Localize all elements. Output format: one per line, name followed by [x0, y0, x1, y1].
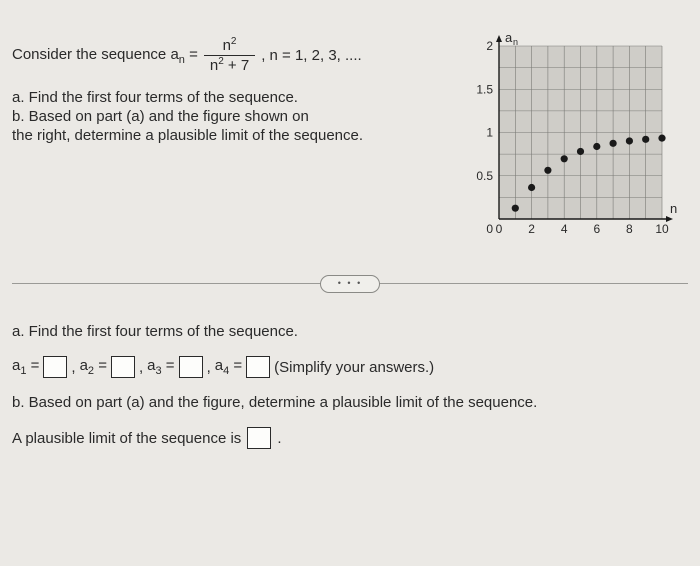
part-b-line1: b. Based on part (a) and the figure show…: [12, 108, 457, 125]
limit-period: .: [277, 430, 281, 447]
limit-row: A plausible limit of the sequence is .: [12, 427, 688, 449]
comma2: ,: [139, 359, 143, 376]
numerator: n2: [217, 36, 243, 55]
a4-input[interactable]: [246, 356, 270, 378]
part-a-text: a. Find the first four terms of the sequ…: [12, 89, 457, 106]
svg-text:1.5: 1.5: [476, 82, 493, 96]
more-indicator[interactable]: • • •: [320, 275, 380, 293]
denominator: n2 + 7: [204, 56, 255, 75]
intro-text: Consider the sequence an =: [12, 46, 198, 66]
limit-text: A plausible limit of the sequence is: [12, 430, 241, 447]
top-row: Consider the sequence an = n2 n2 + 7 , n…: [12, 28, 688, 243]
a1-input[interactable]: [43, 356, 67, 378]
comma1: ,: [71, 359, 75, 376]
fraction: n2 n2 + 7: [204, 36, 255, 75]
svg-text:6: 6: [593, 222, 600, 236]
a3-input[interactable]: [179, 356, 203, 378]
svg-text:a: a: [505, 30, 513, 45]
comma3: ,: [207, 359, 211, 376]
answer-heading-a: a. Find the first four terms of the sequ…: [12, 323, 688, 340]
answer-heading-b: b. Based on part (a) and the figure, det…: [12, 394, 688, 411]
svg-text:0: 0: [486, 222, 493, 236]
a2-label: a2 =: [80, 357, 107, 377]
a1-label: a1 =: [12, 357, 39, 377]
a2-input[interactable]: [111, 356, 135, 378]
svg-text:1: 1: [486, 126, 493, 140]
svg-text:n: n: [670, 201, 677, 216]
terms-row: a1 = , a2 = , a3 = , a4 = (Simplify your…: [12, 356, 688, 378]
svg-text:2: 2: [528, 222, 535, 236]
svg-text:0: 0: [496, 222, 503, 236]
answer-section: a. Find the first four terms of the sequ…: [12, 323, 688, 449]
problem-statement: Consider the sequence an = n2 n2 + 7 , n…: [12, 28, 457, 146]
a4-label: a4 =: [215, 357, 242, 377]
a3-label: a3 =: [147, 357, 174, 377]
limit-input[interactable]: [247, 427, 271, 449]
svg-text:n: n: [513, 37, 518, 47]
svg-text:2: 2: [486, 39, 493, 53]
domain-text: , n = 1, 2, 3, ....: [261, 47, 361, 64]
problem-page: Consider the sequence an = n2 n2 + 7 , n…: [0, 0, 700, 461]
sequence-scatter-chart: 02468100.511.520ann: [457, 28, 682, 243]
sequence-definition: Consider the sequence an = n2 n2 + 7 , n…: [12, 36, 457, 75]
svg-text:4: 4: [561, 222, 568, 236]
simplify-note: (Simplify your answers.): [274, 359, 434, 376]
svg-text:8: 8: [626, 222, 633, 236]
part-b-line2: the right, determine a plausible limit o…: [12, 127, 457, 144]
svg-text:10: 10: [655, 222, 669, 236]
svg-text:0.5: 0.5: [476, 169, 493, 183]
question-parts: a. Find the first four terms of the sequ…: [12, 89, 457, 144]
